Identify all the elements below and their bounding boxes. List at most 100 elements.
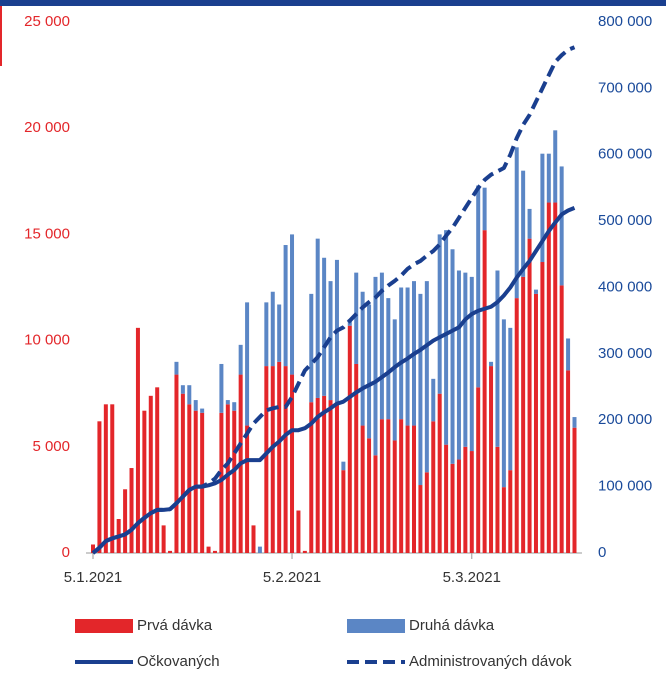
bar <box>566 370 571 553</box>
bar <box>572 417 577 428</box>
bar <box>431 378 436 422</box>
bar <box>174 361 179 375</box>
bar <box>245 302 250 426</box>
bar <box>200 408 205 413</box>
bar <box>354 272 359 364</box>
x-tick-label: 5.3.2021 <box>443 569 501 586</box>
bar <box>193 410 198 553</box>
bar <box>264 366 269 553</box>
bar <box>270 291 275 367</box>
bar <box>379 419 384 553</box>
bar <box>495 270 500 447</box>
bar <box>187 385 192 405</box>
bar <box>476 387 481 553</box>
bar <box>245 425 250 553</box>
bar <box>322 257 327 396</box>
y-tick-label: 25 000 <box>24 13 70 30</box>
bar <box>180 393 185 553</box>
bar <box>225 404 230 553</box>
bar <box>290 374 295 553</box>
legend-label: Druhá dávka <box>409 617 495 634</box>
bar <box>572 427 577 553</box>
bar <box>328 400 333 553</box>
bar <box>424 472 429 553</box>
y-tick-label: 15 000 <box>24 225 70 242</box>
bar <box>431 421 436 553</box>
top-band <box>0 0 666 6</box>
bar <box>514 298 519 553</box>
bar <box>110 404 115 553</box>
bar <box>527 238 532 553</box>
bar <box>206 546 211 553</box>
bar <box>155 387 160 553</box>
bar <box>91 544 95 553</box>
bar <box>392 319 397 441</box>
bar <box>296 510 301 553</box>
line <box>91 45 576 555</box>
bar <box>450 249 455 464</box>
legend-swatch <box>347 619 405 633</box>
bar <box>521 276 526 553</box>
y2-tick-label: 300 000 <box>598 345 652 362</box>
left-accent <box>0 6 2 66</box>
bar <box>219 412 224 553</box>
y2-tick-label: 800 000 <box>598 13 652 30</box>
legend-label: Administrovaných dávok <box>409 653 572 670</box>
bar <box>456 270 461 460</box>
bar <box>469 276 474 452</box>
bar <box>405 425 410 553</box>
bar <box>450 463 455 553</box>
bar <box>148 395 153 553</box>
bar <box>309 293 314 403</box>
bar <box>360 291 365 426</box>
bar <box>277 304 282 362</box>
bar <box>444 230 449 445</box>
bar <box>283 245 288 367</box>
bar <box>456 459 461 553</box>
bar <box>412 425 416 553</box>
bar <box>501 319 506 488</box>
bar <box>533 293 538 553</box>
bar <box>482 230 487 554</box>
bar <box>424 281 429 473</box>
bar <box>174 374 179 553</box>
bar <box>315 238 320 398</box>
bar <box>322 395 327 553</box>
bar <box>277 361 282 553</box>
bar <box>168 550 173 553</box>
bar <box>309 402 314 553</box>
bar <box>341 461 346 471</box>
bar <box>392 440 397 553</box>
bar <box>212 550 217 553</box>
bar <box>386 419 391 553</box>
bar <box>437 234 442 394</box>
y2-tick-label: 200 000 <box>598 411 652 428</box>
bar <box>123 489 128 553</box>
bar <box>232 402 237 411</box>
y-tick-label: 10 000 <box>24 332 70 349</box>
y2-tick-label: 500 000 <box>598 212 652 229</box>
bar <box>399 287 404 420</box>
y2-tick-label: 0 <box>598 544 606 561</box>
bar <box>161 525 166 553</box>
legend-label: Očkovaných <box>137 653 220 670</box>
y-tick-label: 20 000 <box>24 119 70 136</box>
bar <box>347 325 352 553</box>
x-tick-label: 5.1.2021 <box>64 569 122 586</box>
bar <box>270 366 275 553</box>
bar <box>495 446 500 553</box>
bar <box>540 262 545 553</box>
y-tick-label: 5 000 <box>32 438 70 455</box>
bar <box>559 166 564 286</box>
bar <box>193 400 198 411</box>
bar <box>489 366 494 553</box>
bar <box>129 468 134 553</box>
y2-tick-label: 600 000 <box>598 146 652 163</box>
bar <box>334 402 339 553</box>
bar <box>533 289 538 294</box>
bar <box>553 130 558 203</box>
bar <box>373 455 378 553</box>
bar <box>315 397 320 553</box>
legend-swatch <box>75 619 133 633</box>
bar <box>354 363 359 553</box>
